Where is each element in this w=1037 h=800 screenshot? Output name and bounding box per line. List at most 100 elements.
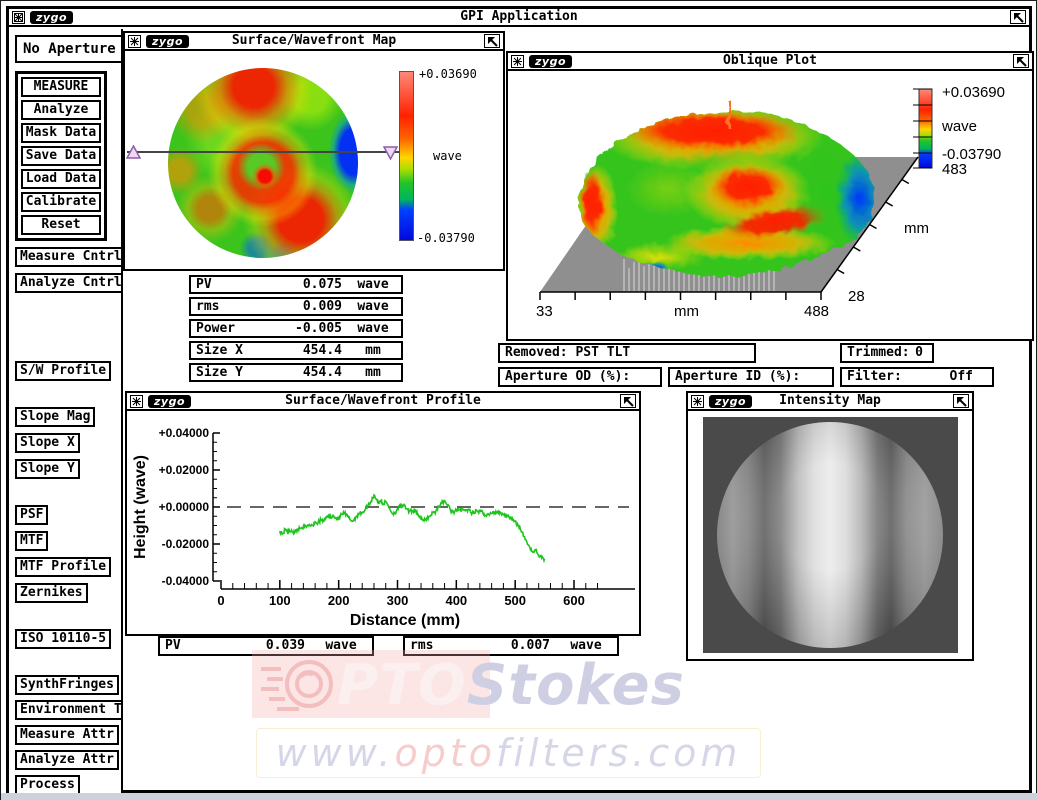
sidebar-button-environment-te[interactable]: Environment Te [15,700,121,720]
sidebar-button-slope-mag[interactable]: Slope Mag [15,407,96,427]
bottom-button-group: SynthFringes Environment Te Measure Attr An… [15,675,121,793]
slice-marker-left[interactable] [125,144,142,163]
zygo-logo: zygo [709,394,753,408]
app-titlebar[interactable]: zygo GPI Application [9,9,1029,27]
sidebar-button-reset[interactable]: Reset [21,215,101,235]
close-icon[interactable] [511,54,524,68]
sidebar-button-measure-attr[interactable]: Measure Attr [15,725,119,745]
app-title: GPI Application [460,9,578,24]
sidebar-button-s-w-profile[interactable]: S/W Profile [15,361,112,381]
result-unit: wave [357,277,389,292]
close-icon[interactable] [130,394,143,408]
rms-label: rms [410,638,434,653]
sidebar-button-process[interactable]: Process [15,775,80,793]
sidebar-button-measure[interactable]: MEASURE [21,77,101,97]
sidebar-button-iso-10110-5[interactable]: ISO 10110-5 [15,629,112,649]
oblique-x-min: 33 [536,303,553,320]
intensity-map-window: zygo Intensity Map [686,391,974,661]
svg-text:Height (wave): Height (wave) [132,455,149,559]
rms-value: 0.007 [510,638,550,653]
aperture-od-label: Aperture OD (%): [505,369,631,384]
profile-chart: +0.04000 +0.02000 +0.00000 -0.02000 -0.04000… [132,426,635,629]
sidebar-button-analyze[interactable]: Analyze [21,100,101,120]
filter-field[interactable]: Filter: Off [840,367,994,387]
result-row-size-y: Size Y 454.4 mm [189,363,403,382]
profile-window: zygo Surface/Wavefront Profile +0.04000 +… [125,391,641,636]
result-value: 0.075 [302,277,342,292]
svg-text:500: 500 [504,593,526,608]
sidebar-button-measure-cntrl[interactable]: Measure Cntrl [15,247,121,267]
svg-text:400: 400 [445,593,467,608]
sidebar-button-load-data[interactable]: Load Data [21,169,101,189]
rms-unit: wave [570,638,602,653]
svg-text:-0.02000: -0.02000 [162,537,210,551]
close-icon[interactable] [128,34,141,48]
result-unit: wave [357,299,389,314]
measure-button-group: MEASURE Analyze Mask Data Save Data Load Dat… [15,71,107,241]
result-label: rms [196,299,220,314]
svg-text:200: 200 [328,593,350,608]
slice-marker-right[interactable] [382,145,399,164]
window-corner-icon[interactable] [484,34,500,48]
close-icon[interactable] [12,10,25,24]
oblique-x-max: 488 [804,303,829,320]
result-row-rms: rms 0.009 wave [189,297,403,316]
profile-window-body: +0.04000 +0.02000 +0.00000 -0.02000 -0.04000… [127,411,639,634]
oblique-window-titlebar[interactable]: zygo Oblique Plot [508,53,1032,71]
oblique-window-title: Oblique Plot [723,53,817,68]
sidebar-button-analyze-attr[interactable]: Analyze Attr [15,750,119,770]
result-row-size-x: Size X 454.4 mm [189,341,403,360]
sidebar-button-slope-y[interactable]: Slope Y [15,459,80,479]
oblique-colorbar [913,88,933,169]
analysis-button-group: PSF MTF MTF Profile Zernikes [15,505,121,603]
sidebar-button-mtf[interactable]: MTF [15,531,49,551]
sidebar-button-slope-x[interactable]: Slope X [15,433,80,453]
aperture-od-field[interactable]: Aperture OD (%): [498,367,662,387]
window-corner-icon[interactable] [1013,54,1029,68]
oblique-x-unit: mm [674,303,699,320]
cntrl-button-group: Measure Cntrl Analyze Cntrl [15,247,121,293]
sidebar-button-save-data[interactable]: Save Data [21,146,101,166]
map-window-titlebar[interactable]: zygo Surface/Wavefront Map [125,33,503,51]
result-label: PV [196,277,212,292]
result-unit: mm [365,343,381,358]
close-icon[interactable] [691,394,704,408]
map-colorbar-min: -0.03790 [417,231,475,245]
intensity-window-titlebar[interactable]: zygo Intensity Map [688,393,972,411]
removed-field[interactable]: Removed: PST TLT [498,343,756,363]
removed-text: Removed: PST TLT [505,345,631,360]
window-corner-icon[interactable] [620,394,636,408]
intensity-field [703,417,958,653]
zygo-logo: zygo [529,54,573,68]
sidebar-button-zernikes[interactable]: Zernikes [15,583,88,603]
profile-pv-result: PV 0.039 wave [158,636,374,656]
map-results-table: PV 0.075 wave rms 0.009 wave Power -0.005 wave Si… [189,275,403,385]
profile-window-titlebar[interactable]: zygo Surface/Wavefront Profile [127,393,639,411]
oblique-plot-window: zygo Oblique Plot [506,51,1034,341]
result-value: -0.005 [295,321,342,336]
no-aperture-button[interactable]: No Aperture [15,35,121,63]
sidebar-button-calibrate[interactable]: Calibrate [21,192,101,212]
oblique-colorbar-max: +0.03690 [942,84,1005,101]
window-corner-icon[interactable] [953,394,969,408]
svg-text:+0.02000: +0.02000 [159,463,210,477]
sidebar: No Aperture MEASURE Analyze Mask Data Save … [9,29,123,793]
sidebar-button-analyze-cntrl[interactable]: Analyze Cntrl [15,273,121,293]
oblique-y-unit: mm [904,220,929,237]
window-corner-icon[interactable] [1010,10,1026,24]
result-unit: mm [365,365,381,380]
aperture-id-field[interactable]: Aperture ID (%): [668,367,834,387]
sidebar-button-mask-data[interactable]: Mask Data [21,123,101,143]
svg-text:Distance (mm): Distance (mm) [350,612,460,629]
map-colorbar-max: +0.03690 [419,67,477,81]
zygo-logo: zygo [148,394,192,408]
aperture-id-label: Aperture ID (%): [675,369,801,384]
sidebar-button-mtf-profile[interactable]: MTF Profile [15,557,112,577]
desktop-strip [1,793,1037,800]
surface-wavefront-map-window: zygo Surface/Wavefront Map +0.03690 wave [123,31,505,271]
sidebar-button-psf[interactable]: PSF [15,505,49,525]
map-colorbar-unit: wave [433,149,462,163]
sidebar-button-synthfringes[interactable]: SynthFringes [15,675,119,695]
result-value: 0.009 [302,299,342,314]
